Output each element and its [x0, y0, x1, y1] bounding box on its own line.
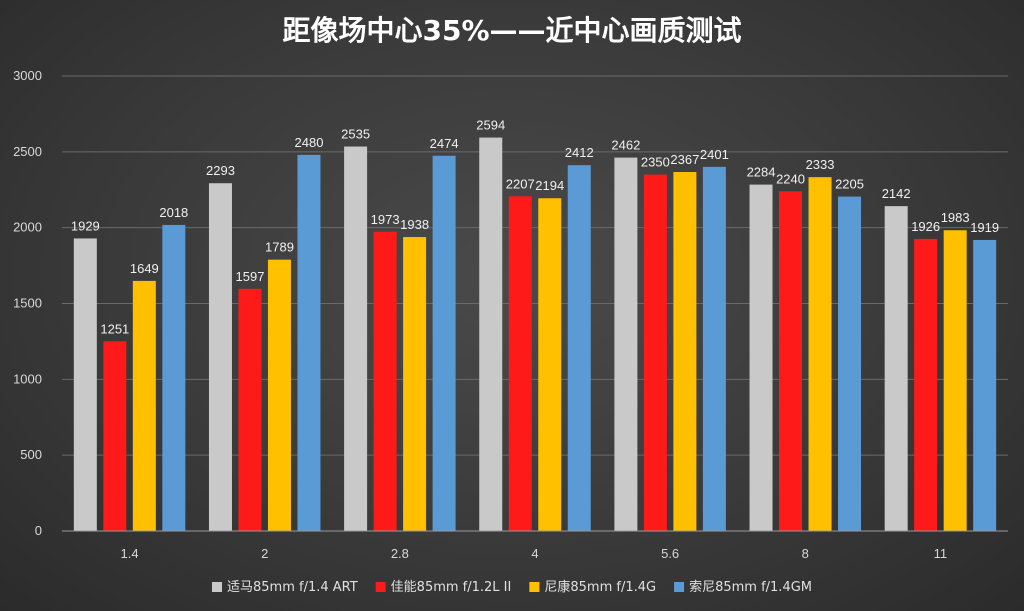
- y-axis-ticks: 0 500 1000 1500 2000 2500 3000: [13, 68, 42, 538]
- x-tick-label: 2.8: [391, 546, 409, 561]
- bar: [567, 165, 591, 531]
- legend-label: 适马85mm f/1.4 ART: [227, 580, 358, 595]
- bar: [297, 154, 321, 531]
- data-label: 2412: [565, 145, 594, 160]
- data-label: 2594: [476, 118, 505, 133]
- data-label: 2207: [506, 176, 535, 191]
- data-label: 1929: [71, 218, 100, 233]
- legend-item: 索尼85mm f/1.4GM: [674, 580, 812, 595]
- bar: [702, 166, 726, 531]
- data-label: 2205: [835, 177, 864, 192]
- x-tick-label: 4: [531, 546, 538, 561]
- bar: [267, 259, 291, 531]
- x-axis-ticks: 1.4 2 2.8 4 5.6 8 11: [121, 546, 948, 561]
- data-label: 2367: [670, 152, 699, 167]
- bar: [373, 231, 397, 532]
- data-label: 2401: [700, 147, 729, 162]
- bar: [403, 237, 427, 531]
- chart-title: 距像场中心35%——近中心画质测试: [282, 14, 741, 47]
- data-label: 1926: [911, 219, 940, 234]
- data-label: 2474: [430, 136, 459, 151]
- data-label: 1649: [130, 261, 159, 276]
- legend-item: 尼康85mm f/1.4G: [529, 579, 656, 595]
- bar: [238, 288, 262, 531]
- data-label: 2293: [206, 163, 235, 178]
- data-label: 1919: [970, 220, 999, 235]
- x-tick-label: 2: [261, 546, 268, 561]
- legend-swatch: [375, 582, 386, 592]
- legend-swatch: [674, 582, 685, 592]
- bar: [973, 239, 997, 531]
- legend-item: 佳能85mm f/1.2L II: [375, 580, 512, 595]
- y-tick-label: 0: [35, 523, 42, 538]
- bar: [344, 146, 368, 531]
- gridlines: [62, 75, 1008, 456]
- data-label: 2142: [882, 186, 911, 201]
- legend: 适马85mm f/1.4 ART 佳能85mm f/1.2L II 尼康85mm f…: [211, 579, 812, 595]
- legend-label: 尼康85mm f/1.4G: [544, 579, 656, 595]
- bar: [538, 198, 562, 531]
- bars: [73, 137, 997, 532]
- y-tick-label: 2500: [13, 144, 42, 159]
- data-label: 2462: [611, 138, 640, 153]
- y-tick-label: 1500: [13, 296, 42, 311]
- bar: [914, 238, 938, 531]
- legend-item: 适马85mm f/1.4 ART: [211, 580, 358, 595]
- y-tick-label: 2000: [13, 220, 42, 235]
- bar: [779, 191, 803, 531]
- bar: [673, 172, 697, 531]
- x-tick-label: 8: [802, 546, 809, 561]
- data-label: 2194: [535, 178, 564, 193]
- data-label: 2240: [776, 171, 805, 186]
- bar: [162, 224, 186, 532]
- bar: [614, 157, 638, 531]
- y-tick-label: 500: [20, 447, 42, 462]
- data-label: 2333: [806, 157, 835, 172]
- data-label: 2018: [159, 205, 188, 220]
- data-label: 1597: [236, 269, 265, 284]
- bar: [838, 196, 862, 531]
- data-label: 1251: [100, 321, 129, 336]
- bar: [808, 177, 832, 531]
- legend-swatch: [211, 582, 222, 592]
- bar: [508, 196, 532, 531]
- data-label: 2350: [641, 155, 670, 170]
- x-tick-label: 1.4: [121, 546, 139, 561]
- bar: [103, 341, 127, 531]
- data-label: 1983: [941, 210, 970, 225]
- y-tick-label: 1000: [13, 371, 42, 386]
- legend-label: 佳能85mm f/1.2L II: [391, 580, 512, 595]
- data-label: 1938: [400, 217, 429, 232]
- y-tick-label: 3000: [13, 68, 42, 83]
- bar: [479, 137, 503, 531]
- data-label: 2535: [341, 127, 370, 142]
- bar: [884, 206, 908, 531]
- legend-label: 索尼85mm f/1.4GM: [689, 580, 812, 595]
- bar: [132, 280, 156, 531]
- bar: [208, 183, 232, 531]
- x-tick-label: 5.6: [661, 546, 679, 561]
- legend-swatch: [529, 582, 540, 592]
- data-label: 1973: [371, 212, 400, 227]
- bar: [432, 155, 456, 531]
- bar: [73, 238, 97, 531]
- data-label: 1789: [265, 240, 294, 255]
- data-label: 2284: [747, 165, 776, 180]
- bar: [643, 174, 667, 532]
- bar: [943, 230, 967, 531]
- data-label: 2480: [295, 135, 324, 150]
- x-tick-label: 11: [934, 546, 948, 561]
- bar: [749, 184, 773, 532]
